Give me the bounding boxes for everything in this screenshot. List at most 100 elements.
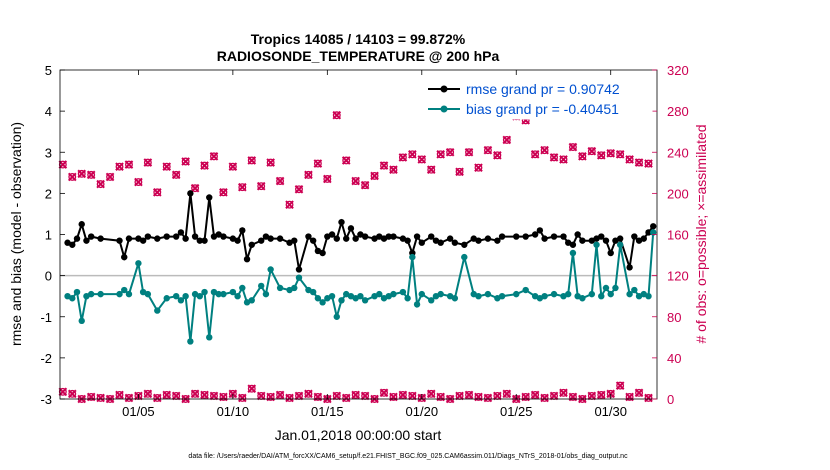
- bias-point: [593, 241, 600, 248]
- obs-count-marker: [540, 393, 549, 403]
- legend-bias-marker: [440, 105, 448, 113]
- obs-count-marker: [360, 180, 370, 190]
- bias-point: [451, 295, 459, 302]
- rmse-point: [437, 239, 444, 246]
- obs-count-marker: [124, 393, 134, 403]
- obs-count-marker: [379, 161, 389, 170]
- y-tick-label-left: -2: [40, 351, 52, 366]
- bias-point: [276, 284, 284, 292]
- y-tick-label-right: 280: [667, 104, 689, 119]
- obs-count-marker: [200, 390, 209, 400]
- rmse-point: [385, 233, 392, 240]
- bias-point: [135, 260, 142, 267]
- rmse-point: [616, 235, 624, 242]
- bias-point: [328, 292, 336, 300]
- rmse-point: [451, 239, 459, 246]
- obs-count-marker: [134, 177, 143, 187]
- obs-count-marker: [408, 149, 417, 159]
- bias-point: [650, 229, 657, 236]
- rmse-point: [484, 235, 492, 242]
- obs-count-marker: [238, 393, 247, 403]
- rmse-point: [144, 233, 152, 240]
- obs-count-marker: [568, 142, 578, 152]
- obs-count-marker: [323, 174, 332, 184]
- bias-point: [154, 307, 161, 314]
- obs-count-layer: [58, 110, 653, 404]
- bias-point: [206, 334, 213, 341]
- obs-count-marker: [587, 146, 597, 156]
- bias-point: [357, 292, 364, 300]
- bias-point: [239, 284, 246, 292]
- obs-count-marker: [455, 167, 464, 177]
- bias-point: [258, 282, 265, 290]
- obs-count-marker: [190, 183, 200, 193]
- obs-count-marker: [200, 161, 209, 170]
- y-axis-right-label: # of obs: o=possible; ×=assimilated: [693, 124, 709, 343]
- bias-point: [314, 295, 322, 302]
- obs-count-marker: [162, 162, 172, 171]
- rmse-point: [267, 235, 274, 242]
- rmse-point: [125, 235, 133, 242]
- legend-bias-label: bias grand pr = -0.40451: [466, 101, 619, 117]
- obs-count-marker: [549, 153, 559, 162]
- rmse-point: [97, 235, 104, 242]
- y-tick-label-left: 1: [45, 228, 52, 243]
- chart-title-line1: Tropics 14085 / 14103 = 99.872%: [251, 31, 466, 47]
- x-axis: 01/05 01/10 01/15 01/20 01/25 01/30: [122, 70, 627, 419]
- rmse-point: [461, 241, 468, 248]
- rmse-point: [602, 237, 610, 244]
- bias-point: [569, 249, 577, 257]
- obs-count-marker: [540, 145, 549, 155]
- x-tick-label: 01/30: [594, 404, 627, 419]
- x-tick-label: 01/05: [122, 404, 155, 419]
- bias-point: [267, 266, 274, 273]
- rmse-point: [258, 237, 265, 244]
- rmse-point: [328, 231, 336, 238]
- obs-count-marker: [219, 188, 228, 197]
- bias-point: [116, 290, 123, 298]
- bias-point: [187, 338, 194, 345]
- rmse-point: [475, 237, 482, 244]
- rmse-point: [560, 233, 567, 240]
- bias-point: [579, 295, 586, 302]
- rmse-point: [650, 223, 657, 230]
- obs-count-marker: [209, 152, 219, 161]
- obs-count-marker: [143, 389, 153, 399]
- rmse-point: [295, 266, 303, 273]
- obs-count-marker: [266, 158, 275, 167]
- rmse-point: [631, 233, 638, 240]
- obs-count-marker: [124, 160, 134, 169]
- y-tick-label-left: 5: [45, 63, 52, 78]
- obs-count-marker: [464, 147, 474, 157]
- rmse-point: [446, 235, 454, 242]
- obs-count-marker: [615, 149, 625, 159]
- bias-point: [418, 290, 425, 298]
- bias-point: [248, 297, 255, 304]
- bias-point: [626, 290, 633, 298]
- rmse-point: [78, 221, 85, 228]
- obs-count-marker: [634, 158, 644, 167]
- rmse-point: [607, 249, 614, 257]
- rmse-point: [182, 235, 189, 242]
- rmse-point: [640, 235, 647, 242]
- rmse-point: [352, 235, 359, 242]
- y-tick-label-right: 40: [667, 351, 681, 366]
- y-tick-label-left: -3: [40, 392, 52, 407]
- obs-count-marker: [370, 171, 379, 181]
- obs-count-marker: [445, 147, 455, 157]
- rmse-point: [513, 233, 520, 240]
- y-tick-label-left: 4: [45, 104, 52, 119]
- obs-count-marker: [115, 390, 124, 400]
- obs-count-marker: [285, 393, 294, 403]
- bias-point: [513, 290, 520, 298]
- bias-point: [163, 295, 170, 302]
- rmse-point: [404, 237, 411, 244]
- obs-count-marker: [304, 170, 313, 180]
- rmse-point: [139, 237, 147, 244]
- obs-count-marker: [341, 393, 351, 403]
- obs-count-marker: [379, 388, 389, 398]
- y-tick-label-left: 2: [45, 186, 52, 201]
- bias-point: [309, 288, 317, 296]
- bias-point: [565, 290, 572, 298]
